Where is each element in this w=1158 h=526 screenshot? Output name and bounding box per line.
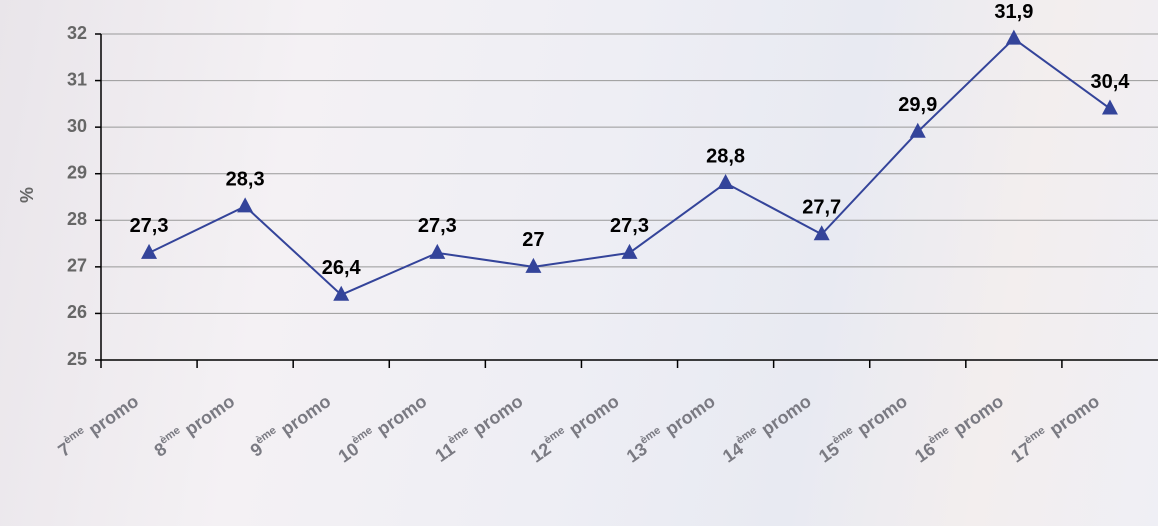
marker xyxy=(1006,30,1022,45)
value-label: 28,8 xyxy=(706,145,745,167)
value-label: 26,4 xyxy=(322,257,362,279)
x-tick-label: 14ème promo xyxy=(718,389,815,466)
x-tick-label: 9ème promo xyxy=(245,389,334,460)
marker xyxy=(718,174,734,189)
marker xyxy=(237,197,253,212)
y-tick-label: 27 xyxy=(67,256,87,276)
y-tick-label: 29 xyxy=(67,162,87,182)
marker xyxy=(622,244,638,259)
x-tick-label: 13ème promo xyxy=(622,389,719,466)
y-axis-label: % xyxy=(17,187,37,203)
x-tick-label: 15ème promo xyxy=(814,389,911,466)
value-label: 29,9 xyxy=(898,94,937,116)
value-label: 27,3 xyxy=(130,215,169,237)
x-tick-label: 10ème promo xyxy=(333,389,430,466)
y-tick-label: 30 xyxy=(67,116,87,136)
value-label: 28,3 xyxy=(226,169,265,191)
y-tick-label: 32 xyxy=(67,23,87,43)
x-tick-label: 12ème promo xyxy=(526,389,623,466)
y-tick-label: 28 xyxy=(67,209,87,229)
value-label: 27,7 xyxy=(802,197,841,219)
y-tick-label: 25 xyxy=(67,349,87,369)
x-tick-label: 8ème promo xyxy=(149,389,238,460)
marker xyxy=(1102,100,1118,115)
chart: % 25 26 27 28 29 30 31 32 7ème promo8ème promo9è… xyxy=(0,0,1158,526)
value-label: 27,3 xyxy=(610,215,649,237)
value-label: 27 xyxy=(522,229,544,251)
y-tick-label: 26 xyxy=(67,302,87,322)
y-tick-label: 31 xyxy=(67,69,87,89)
value-label: 31,9 xyxy=(994,1,1033,23)
marker xyxy=(429,244,445,259)
x-tick-label: 11ème promo xyxy=(430,389,526,465)
x-tick-label: 17ème promo xyxy=(1006,389,1103,466)
x-tick-label: 16ème promo xyxy=(910,389,1007,466)
value-label: 30,4 xyxy=(1090,71,1130,93)
value-label: 27,3 xyxy=(418,215,457,237)
marker xyxy=(141,244,157,259)
x-tick-label: 7ème promo xyxy=(53,389,142,460)
